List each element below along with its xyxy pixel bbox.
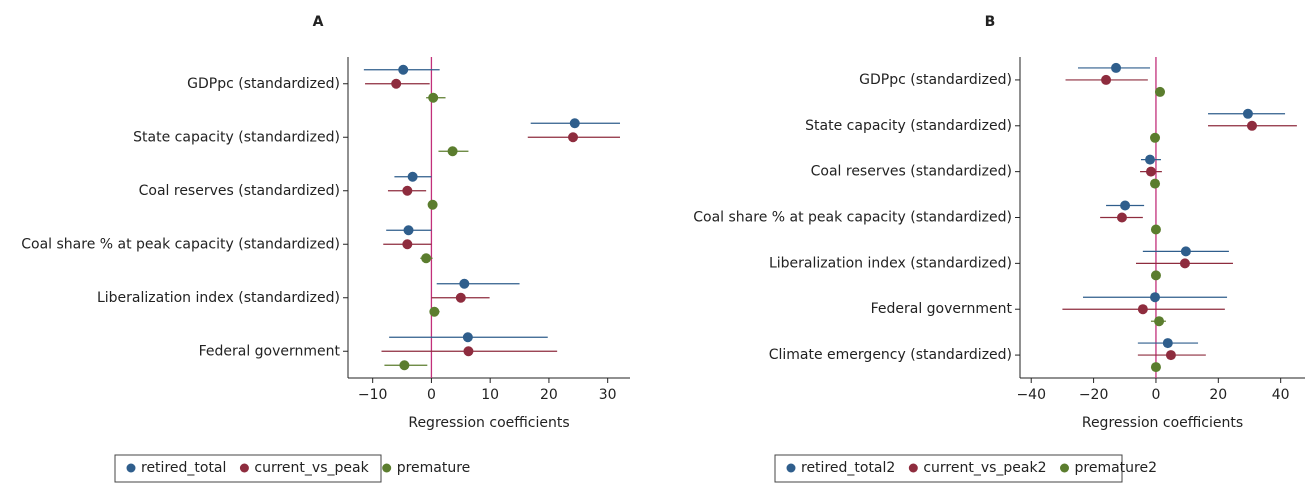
y-tick-label: Federal government [199, 343, 341, 359]
coefficient-point [1155, 86, 1166, 97]
coefficient-point [1111, 62, 1122, 73]
coefficient-point [427, 199, 438, 210]
coefficient-point [1165, 350, 1176, 361]
coefficient-point [1246, 120, 1257, 131]
coefficient-point [1242, 108, 1253, 119]
legend-marker [239, 463, 249, 473]
x-tick-label: 20 [1209, 387, 1227, 403]
x-axis-title: Regression coefficients [1082, 415, 1243, 431]
legend: retired_total current_vs_peak premature [114, 454, 471, 483]
coefficient-point [568, 132, 579, 143]
coefficient-point [459, 278, 470, 289]
coefficient-point [399, 360, 410, 371]
coefficient-point [1150, 132, 1161, 143]
coefficient-point [1150, 178, 1161, 189]
y-tick-label: Coal share % at peak capacity (standardi… [693, 210, 1012, 226]
coefficient-point [1154, 316, 1165, 327]
panel: B −40 −20 0 20 40 Regression coefficients GDPpc… [693, 14, 1305, 483]
coefficient-point [428, 92, 439, 103]
coefficient-point [402, 239, 413, 250]
x-tick-label: 10 [481, 387, 499, 403]
x-tick-label: 0 [1151, 387, 1160, 403]
legend-box [774, 454, 1123, 483]
coefficient-point [402, 185, 413, 196]
coefficient-point [569, 118, 580, 129]
x-tick-label: 0 [427, 387, 436, 403]
coefficient-point [1162, 338, 1173, 349]
coefficient-point [1150, 224, 1161, 235]
y-tick-label: Coal share % at peak capacity (standardi… [21, 236, 340, 252]
coefficient-point [1180, 246, 1191, 257]
coefficient-point [1137, 304, 1148, 315]
y-tick-label: GDPpc (standardized) [859, 72, 1012, 88]
legend: retired_total2 current_vs_peak2 premature2 [774, 454, 1158, 483]
coefficient-point [463, 346, 474, 357]
coefficient-point [462, 332, 473, 343]
legend-box [114, 454, 382, 483]
coefficient-point [407, 171, 418, 182]
y-tick-label: Climate emergency (standardized) [769, 347, 1012, 363]
legend-label: current_vs_peak [254, 460, 369, 476]
coefficient-point [1101, 74, 1112, 85]
legend-marker [908, 463, 918, 473]
y-tick-label: State capacity (standardized) [133, 129, 340, 145]
coefficient-point [1150, 292, 1161, 303]
x-tick-label: −10 [358, 387, 388, 403]
x-tick-label: 20 [540, 387, 558, 403]
y-tick-label: State capacity (standardized) [805, 118, 1012, 134]
coefficient-point [1120, 200, 1131, 211]
coefficient-point [1145, 154, 1156, 165]
legend-label: premature2 [1075, 460, 1158, 476]
x-tick-label: −40 [1016, 387, 1046, 403]
y-tick-label: Coal reserves (standardized) [811, 164, 1012, 180]
coefficient-point [1145, 166, 1156, 177]
x-tick-label: −20 [1079, 387, 1109, 403]
coefficient-point [1150, 270, 1161, 281]
coefficient-point [447, 146, 458, 157]
x-axis-title: Regression coefficients [408, 415, 569, 431]
y-tick-label: Liberalization index (standardized) [769, 255, 1012, 271]
y-tick-label: Liberalization index (standardized) [97, 290, 340, 306]
coefficient-point [398, 64, 409, 75]
coefficient-point [455, 292, 466, 303]
legend-marker [786, 463, 796, 473]
legend-marker [1060, 463, 1069, 473]
coefficient-point [1179, 258, 1190, 269]
coefficient-point [429, 306, 440, 317]
panel-title: A [313, 14, 324, 30]
x-tick-label: 40 [1272, 387, 1290, 403]
legend-marker [382, 463, 392, 473]
legend-marker [126, 463, 136, 473]
legend-label: retired_total [141, 460, 226, 476]
x-tick-label: 30 [599, 387, 617, 403]
y-tick-label: Federal government [871, 301, 1013, 317]
legend-label: current_vs_peak2 [923, 460, 1046, 476]
coefficient-point [391, 78, 402, 89]
coefficient-point [1116, 212, 1127, 223]
coefficient-point [1150, 362, 1161, 373]
y-tick-label: Coal reserves (standardized) [139, 183, 340, 199]
y-tick-label: GDPpc (standardized) [187, 76, 340, 92]
panel-title: B [985, 14, 996, 30]
coefficient-point [403, 225, 414, 236]
coefficient-point [421, 253, 432, 264]
legend-label: retired_total2 [801, 460, 895, 476]
legend-label: premature [397, 460, 471, 476]
panel: A −10 0 10 20 30 Regression coefficients GDPpc … [21, 14, 630, 483]
